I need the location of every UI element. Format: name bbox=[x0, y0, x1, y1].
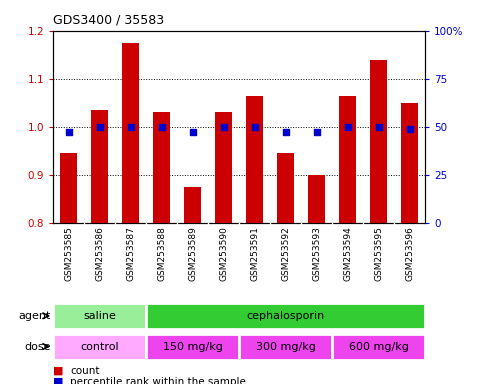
Bar bbox=[146, 334, 239, 359]
Text: count: count bbox=[70, 366, 99, 376]
Point bbox=[65, 129, 72, 136]
Text: ■: ■ bbox=[53, 377, 64, 384]
Bar bbox=[53, 334, 146, 359]
Bar bbox=[91, 110, 108, 223]
Bar bbox=[122, 43, 139, 223]
Bar bbox=[146, 303, 425, 329]
Text: GSM253594: GSM253594 bbox=[343, 227, 352, 281]
Bar bbox=[277, 153, 294, 223]
Text: GSM253591: GSM253591 bbox=[250, 227, 259, 281]
Text: saline: saline bbox=[83, 311, 116, 321]
Bar bbox=[246, 96, 263, 223]
Text: GSM253585: GSM253585 bbox=[64, 227, 73, 281]
Point bbox=[127, 124, 134, 130]
Text: GSM253588: GSM253588 bbox=[157, 227, 166, 281]
Point bbox=[375, 124, 383, 130]
Point bbox=[344, 124, 352, 130]
Text: percentile rank within the sample: percentile rank within the sample bbox=[70, 377, 246, 384]
Point bbox=[96, 124, 103, 130]
Text: control: control bbox=[80, 341, 119, 352]
Text: ■: ■ bbox=[53, 366, 64, 376]
Text: GSM253593: GSM253593 bbox=[312, 227, 321, 281]
Bar bbox=[153, 112, 170, 223]
Bar bbox=[215, 112, 232, 223]
Text: GSM253596: GSM253596 bbox=[405, 227, 414, 281]
Text: 300 mg/kg: 300 mg/kg bbox=[256, 341, 315, 352]
Bar bbox=[308, 175, 325, 223]
Bar bbox=[239, 334, 332, 359]
Text: GDS3400 / 35583: GDS3400 / 35583 bbox=[53, 14, 164, 27]
Text: GSM253590: GSM253590 bbox=[219, 227, 228, 281]
Point bbox=[282, 129, 289, 136]
Bar bbox=[332, 334, 425, 359]
Bar bbox=[53, 303, 146, 329]
Point bbox=[406, 126, 413, 132]
Text: 600 mg/kg: 600 mg/kg bbox=[349, 341, 409, 352]
Bar bbox=[60, 153, 77, 223]
Text: GSM253592: GSM253592 bbox=[281, 227, 290, 281]
Text: GSM253595: GSM253595 bbox=[374, 227, 383, 281]
Point bbox=[158, 124, 166, 130]
Bar bbox=[339, 96, 356, 223]
Text: GSM253589: GSM253589 bbox=[188, 227, 197, 281]
Text: dose: dose bbox=[24, 341, 51, 352]
Bar bbox=[184, 187, 201, 223]
Text: 150 mg/kg: 150 mg/kg bbox=[163, 341, 223, 352]
Bar bbox=[370, 60, 387, 223]
Text: agent: agent bbox=[18, 311, 51, 321]
Point bbox=[313, 129, 320, 136]
Text: GSM253587: GSM253587 bbox=[126, 227, 135, 281]
Text: GSM253586: GSM253586 bbox=[95, 227, 104, 281]
Text: cephalosporin: cephalosporin bbox=[246, 311, 325, 321]
Point bbox=[251, 124, 258, 130]
Point bbox=[220, 124, 227, 130]
Bar bbox=[401, 103, 418, 223]
Point bbox=[189, 129, 197, 136]
